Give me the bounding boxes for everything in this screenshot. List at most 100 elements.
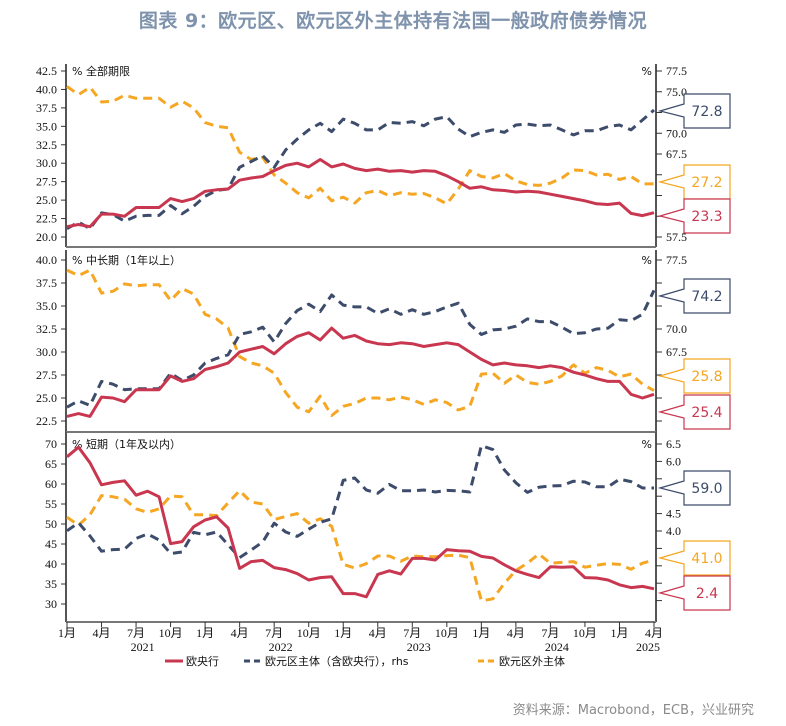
x-year-label: 2025 (636, 640, 660, 654)
x-tick-label: 7月 (265, 626, 283, 640)
legend-label: 欧央行 (186, 655, 219, 668)
callout-value: 74.2 (691, 289, 722, 305)
left-tick-label: 50 (45, 517, 57, 531)
right-tick-label: 67.5 (666, 147, 687, 161)
x-tick-label: 1月 (472, 626, 490, 640)
value-callout-ea (657, 278, 731, 314)
x-year-label: 2023 (407, 640, 431, 654)
panel-title: % 全部期限 (72, 64, 130, 78)
value-callout-non-ea (657, 540, 731, 576)
left-tick-label: 40.0 (36, 82, 57, 96)
left-tick-label: 22.5 (36, 414, 57, 428)
left-tick-label: 35.0 (36, 299, 57, 313)
right-tick-label: 77.5 (666, 64, 687, 78)
left-tick-label: 30.0 (36, 156, 57, 170)
x-tick-label: 4月 (93, 626, 111, 640)
x-tick-label: 7月 (403, 626, 421, 640)
series-line-ecb (66, 326, 655, 418)
left-tick-label: 25.0 (36, 391, 57, 405)
value-callout-ea (657, 470, 731, 506)
x-tick-label: 7月 (127, 626, 145, 640)
panel-title: % 中长期（1年以上） (72, 253, 181, 267)
legend: 欧央行 欧元区主体（含欧央行），rhs 欧元区外主体 (165, 654, 565, 668)
left-tick-label: 40.0 (36, 253, 57, 267)
x-tick-label: 10月 (159, 626, 183, 640)
value-callout-ecb (657, 198, 731, 234)
value-callout-ea (657, 93, 731, 129)
left-tick-label: 27.5 (36, 175, 57, 189)
left-tick-label: 42.5 (36, 64, 57, 78)
x-tick-label: 4月 (369, 626, 387, 640)
x-tick-label: 1月 (196, 626, 214, 640)
series-line-non-ea (66, 489, 655, 603)
x-tick-label: 4月 (231, 626, 249, 640)
right-tick-label: 70.0 (666, 322, 687, 336)
left-tick-label: 35.0 (36, 119, 57, 133)
chart-title: 图表 9：欧元区、欧元区外主体持有法国一般政府债券情况 (138, 10, 648, 32)
value-callout-ecb (657, 394, 731, 430)
callout-value: 27.2 (691, 175, 722, 191)
x-year-label: 2021 (131, 640, 155, 654)
right-tick-label: 4.0 (666, 524, 681, 538)
series-line-ea (66, 444, 654, 560)
left-tick-label: 30 (45, 597, 57, 611)
left-tick-label: 55 (45, 497, 57, 511)
left-tick-label: 40 (45, 557, 57, 571)
right-unit-label: % (642, 438, 652, 451)
panel-1: 20.0 22.5 25.0 27.5 30.0 32.5 35.0 37.5 40.0 42.5… (36, 64, 731, 248)
callout-value: 2.4 (696, 586, 718, 602)
right-unit-label: % (642, 65, 652, 78)
right-unit-label: % (642, 254, 652, 267)
x-tick-label: 10月 (435, 626, 459, 640)
left-tick-label: 32.5 (36, 138, 57, 152)
right-tick-label: 4.5 (666, 507, 681, 521)
left-tick-label: 60 (45, 477, 57, 491)
left-tick-label: 35 (45, 577, 57, 591)
series-line-ecb (66, 158, 655, 229)
left-tick-label: 20.0 (36, 230, 57, 244)
left-tick-label: 65 (45, 457, 57, 471)
source-note: 资料来源：Macrobond，ECB，兴业研究 (512, 703, 754, 718)
x-tick-label: 1月 (610, 626, 628, 640)
value-callout-non-ea (657, 358, 731, 394)
callout-value: 72.8 (691, 104, 722, 120)
x-tick-label: 10月 (573, 626, 597, 640)
left-tick-label: 37.5 (36, 276, 57, 290)
x-tick-label: 7月 (541, 626, 559, 640)
left-tick-label: 37.5 (36, 101, 57, 115)
right-tick-label: 75.0 (666, 85, 687, 99)
x-year-label: 2024 (545, 640, 569, 654)
value-callout-ecb (657, 575, 731, 611)
callout-value: 25.8 (691, 369, 722, 385)
panel-3: 30 35 40 45 50 55 60 65 70 4.0 4.5 6.0 6.5 % 短期（1年及以内… (45, 432, 731, 623)
left-tick-label: 25.0 (36, 193, 57, 207)
left-tick-label: 22.5 (36, 212, 57, 226)
x-axis: 1月 4月 7月 10月 1月 4月 7月 10月 1月 4月 7月 10月 1月 4月 7月 10月 1月 4月… (58, 622, 663, 654)
left-tick-label: 70 (45, 437, 57, 451)
x-year-label: 2022 (269, 640, 293, 654)
series-line-ecb (66, 445, 655, 599)
callout-value: 59.0 (691, 481, 722, 497)
right-tick-label: 70.0 (666, 126, 687, 140)
callout-value: 23.3 (691, 209, 722, 225)
right-tick-label: 77.5 (666, 253, 687, 267)
x-tick-label: 10月 (297, 626, 321, 640)
right-tick-label: 57.5 (666, 230, 687, 244)
series-line-non-ea (66, 268, 655, 417)
callout-value: 25.4 (691, 405, 722, 421)
x-tick-label: 1月 (58, 626, 76, 640)
right-tick-label: 67.5 (666, 345, 687, 359)
left-tick-label: 30.0 (36, 345, 57, 359)
value-callout-non-ea (657, 164, 731, 200)
x-tick-label: 4月 (507, 626, 525, 640)
callout-value: 41.0 (691, 551, 722, 567)
left-tick-label: 45 (45, 537, 57, 551)
right-tick-label: 6.5 (666, 437, 681, 451)
panel-2: 22.5 25.0 27.5 30.0 32.5 35.0 37.5 40.0 67.5 70.0… (36, 250, 731, 433)
legend-label: 欧元区外主体 (499, 654, 565, 668)
x-tick-label: 4月 (645, 626, 663, 640)
x-tick-label: 1月 (334, 626, 352, 640)
left-tick-label: 27.5 (36, 368, 57, 382)
chart-panels: 20.0 22.5 25.0 27.5 30.0 32.5 35.0 37.5 40.0 42.5… (36, 64, 731, 623)
